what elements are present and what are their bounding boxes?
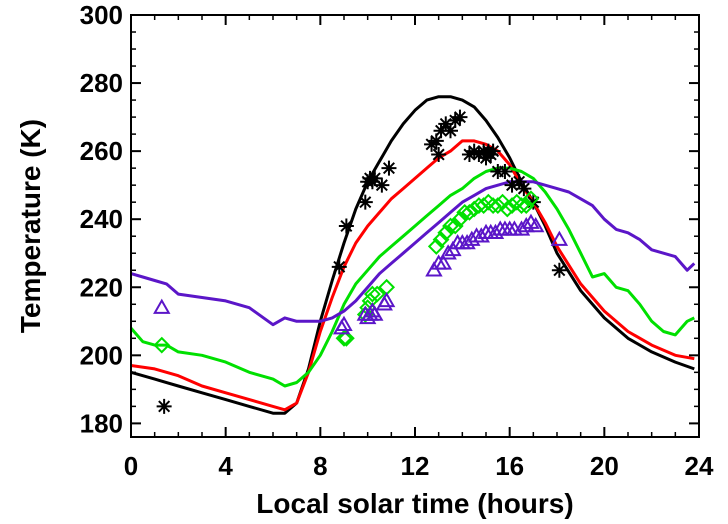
- data-point: [381, 160, 397, 176]
- series-line: [130, 95, 695, 415]
- series-6: [153, 213, 569, 335]
- y-tick-label: 260: [80, 136, 123, 166]
- series-0: [130, 95, 695, 415]
- y-tick-label: 220: [80, 272, 123, 302]
- data-point: [434, 254, 453, 270]
- data-point: [516, 181, 532, 197]
- x-tick-label: 0: [124, 451, 138, 481]
- data-point: [335, 315, 353, 331]
- data-point: [451, 210, 469, 228]
- data-point: [511, 174, 527, 190]
- data-point: [494, 193, 511, 211]
- data-point: [550, 230, 569, 246]
- data-point: [431, 147, 447, 163]
- data-point: [335, 329, 353, 347]
- x-axis-title: Local solar time (hours): [256, 488, 573, 519]
- data-point: [367, 170, 383, 186]
- series-4: [156, 109, 567, 414]
- data-point: [432, 231, 450, 249]
- data-point: [433, 123, 449, 139]
- data-point: [489, 197, 507, 214]
- data-point: [331, 259, 347, 275]
- data-point: [497, 164, 513, 180]
- data-point: [452, 109, 468, 125]
- data-point: [366, 305, 384, 321]
- x-tick-label: 12: [401, 451, 430, 481]
- data-point: [338, 218, 354, 234]
- data-point: [526, 216, 545, 233]
- y-tick-label: 240: [80, 204, 123, 234]
- data-point: [374, 177, 390, 193]
- x-tick-label: 4: [218, 451, 233, 481]
- data-point: [442, 217, 459, 235]
- data-point: [517, 197, 535, 214]
- y-tick-label: 280: [80, 68, 123, 98]
- data-point: [153, 298, 171, 314]
- data-point: [357, 194, 373, 210]
- data-point: [377, 291, 396, 308]
- data-point: [428, 133, 444, 149]
- x-tick-label: 16: [495, 451, 524, 481]
- x-tick-label: 8: [313, 451, 327, 481]
- data-point: [522, 190, 540, 208]
- label-layer: 0 4 8 12 16 20 24 180 200 220 240 260 280 300: [80, 0, 714, 481]
- data-point: [363, 285, 381, 303]
- data-point: [337, 329, 355, 347]
- series-layer: [129, 95, 696, 415]
- data-point: [551, 262, 567, 278]
- data-point: [437, 224, 455, 242]
- data-point: [461, 203, 478, 221]
- y-tick-label: 180: [80, 408, 123, 438]
- data-point: [443, 123, 458, 139]
- data-point: [439, 244, 457, 260]
- series-3: [130, 180, 696, 327]
- y-tick-label: 200: [80, 340, 123, 370]
- data-point: [368, 285, 386, 303]
- data-point: [498, 200, 516, 218]
- plot-frame: [130, 14, 700, 438]
- series-2: [129, 166, 695, 388]
- series-line: [129, 166, 695, 388]
- data-point: [504, 177, 520, 193]
- series-line: [130, 180, 696, 327]
- data-point: [517, 216, 535, 233]
- series-line: [130, 139, 695, 412]
- y-tick-label: 300: [80, 0, 123, 30]
- data-point: [438, 116, 454, 132]
- data-point: [485, 143, 501, 159]
- data-point: [156, 398, 172, 414]
- series-1: [130, 139, 695, 412]
- y-axis-title: Temperature (K): [15, 119, 46, 333]
- x-tick-label: 20: [590, 451, 619, 481]
- data-point: [513, 197, 530, 214]
- x-tick-label: 24: [685, 451, 714, 481]
- data-point: [153, 336, 171, 354]
- data-point: [446, 217, 464, 235]
- data-point: [427, 238, 445, 255]
